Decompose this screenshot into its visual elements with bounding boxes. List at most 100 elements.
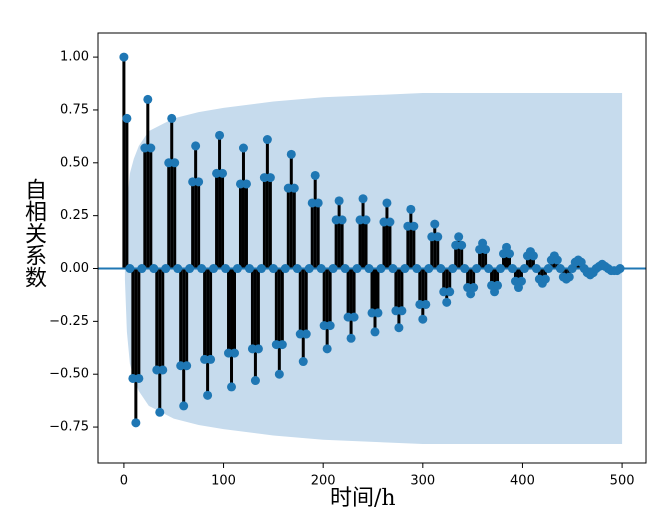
point bbox=[182, 361, 192, 371]
y-tick-label: −0.25 bbox=[49, 314, 89, 329]
point bbox=[445, 287, 455, 297]
x-tick-label: 500 bbox=[610, 474, 635, 489]
point bbox=[481, 244, 491, 254]
point bbox=[310, 170, 320, 180]
point bbox=[337, 215, 347, 225]
point bbox=[358, 194, 368, 204]
point bbox=[516, 276, 526, 286]
point bbox=[406, 204, 416, 214]
x-tick-label: 300 bbox=[410, 474, 435, 489]
point bbox=[496, 264, 506, 274]
point bbox=[316, 264, 326, 274]
point bbox=[268, 264, 278, 274]
point bbox=[203, 390, 213, 400]
point bbox=[161, 264, 171, 274]
point bbox=[615, 264, 625, 274]
point bbox=[394, 323, 404, 333]
plot-frame bbox=[97, 32, 647, 464]
point bbox=[232, 264, 242, 274]
point bbox=[244, 264, 254, 274]
point bbox=[460, 264, 470, 274]
point bbox=[173, 264, 183, 274]
point bbox=[134, 373, 144, 383]
point bbox=[197, 264, 207, 274]
point bbox=[277, 340, 287, 350]
point bbox=[519, 264, 529, 274]
point bbox=[256, 264, 266, 274]
point bbox=[334, 196, 344, 206]
point bbox=[507, 264, 517, 274]
point bbox=[388, 264, 398, 274]
point bbox=[149, 264, 159, 274]
point bbox=[448, 264, 458, 274]
point bbox=[146, 143, 156, 153]
point bbox=[400, 264, 410, 274]
point bbox=[238, 143, 248, 153]
point bbox=[274, 369, 284, 379]
point bbox=[218, 168, 228, 178]
point bbox=[122, 113, 132, 123]
point bbox=[433, 232, 443, 242]
point bbox=[361, 215, 371, 225]
point bbox=[280, 264, 290, 274]
point bbox=[328, 264, 338, 274]
point bbox=[409, 221, 419, 231]
point bbox=[227, 382, 237, 392]
point bbox=[373, 308, 383, 318]
y-tick-label: −0.50 bbox=[49, 367, 89, 382]
point bbox=[352, 264, 362, 274]
point bbox=[322, 344, 332, 354]
y-tick-label: 0.00 bbox=[60, 261, 89, 276]
point bbox=[298, 357, 308, 367]
point bbox=[528, 251, 538, 261]
point bbox=[262, 135, 272, 145]
x-tick-label: 200 bbox=[311, 474, 336, 489]
point bbox=[250, 376, 260, 386]
point bbox=[424, 264, 434, 274]
point bbox=[454, 232, 464, 242]
point bbox=[241, 179, 251, 189]
point bbox=[313, 198, 323, 208]
point bbox=[555, 264, 565, 274]
point bbox=[143, 94, 153, 104]
point bbox=[289, 183, 299, 193]
point bbox=[230, 348, 240, 358]
x-tick-label: 100 bbox=[211, 474, 236, 489]
x-axis-label: 时间/h bbox=[330, 486, 396, 511]
point bbox=[170, 158, 180, 168]
point bbox=[469, 283, 479, 293]
y-tick-label: −0.75 bbox=[49, 420, 89, 435]
point bbox=[158, 365, 168, 375]
point bbox=[543, 264, 553, 274]
point bbox=[346, 333, 356, 343]
point bbox=[397, 306, 407, 316]
point bbox=[125, 264, 135, 274]
point bbox=[531, 264, 541, 274]
point bbox=[484, 264, 494, 274]
point bbox=[194, 177, 204, 187]
point bbox=[253, 344, 263, 354]
point bbox=[376, 264, 386, 274]
point bbox=[370, 327, 380, 337]
y-tick-label: 0.25 bbox=[60, 208, 89, 223]
point bbox=[167, 113, 177, 123]
point bbox=[304, 264, 314, 274]
point bbox=[418, 314, 428, 324]
point bbox=[292, 264, 302, 274]
point bbox=[385, 217, 395, 227]
point bbox=[472, 264, 482, 274]
point bbox=[325, 321, 335, 331]
point bbox=[430, 219, 440, 229]
point bbox=[119, 52, 129, 62]
point bbox=[436, 264, 446, 274]
point bbox=[206, 354, 216, 364]
point bbox=[221, 264, 231, 274]
x-tick-label: 0 bbox=[120, 474, 128, 489]
point bbox=[564, 272, 574, 282]
point bbox=[421, 299, 431, 309]
point bbox=[382, 198, 392, 208]
point bbox=[286, 149, 296, 159]
point bbox=[191, 141, 201, 151]
